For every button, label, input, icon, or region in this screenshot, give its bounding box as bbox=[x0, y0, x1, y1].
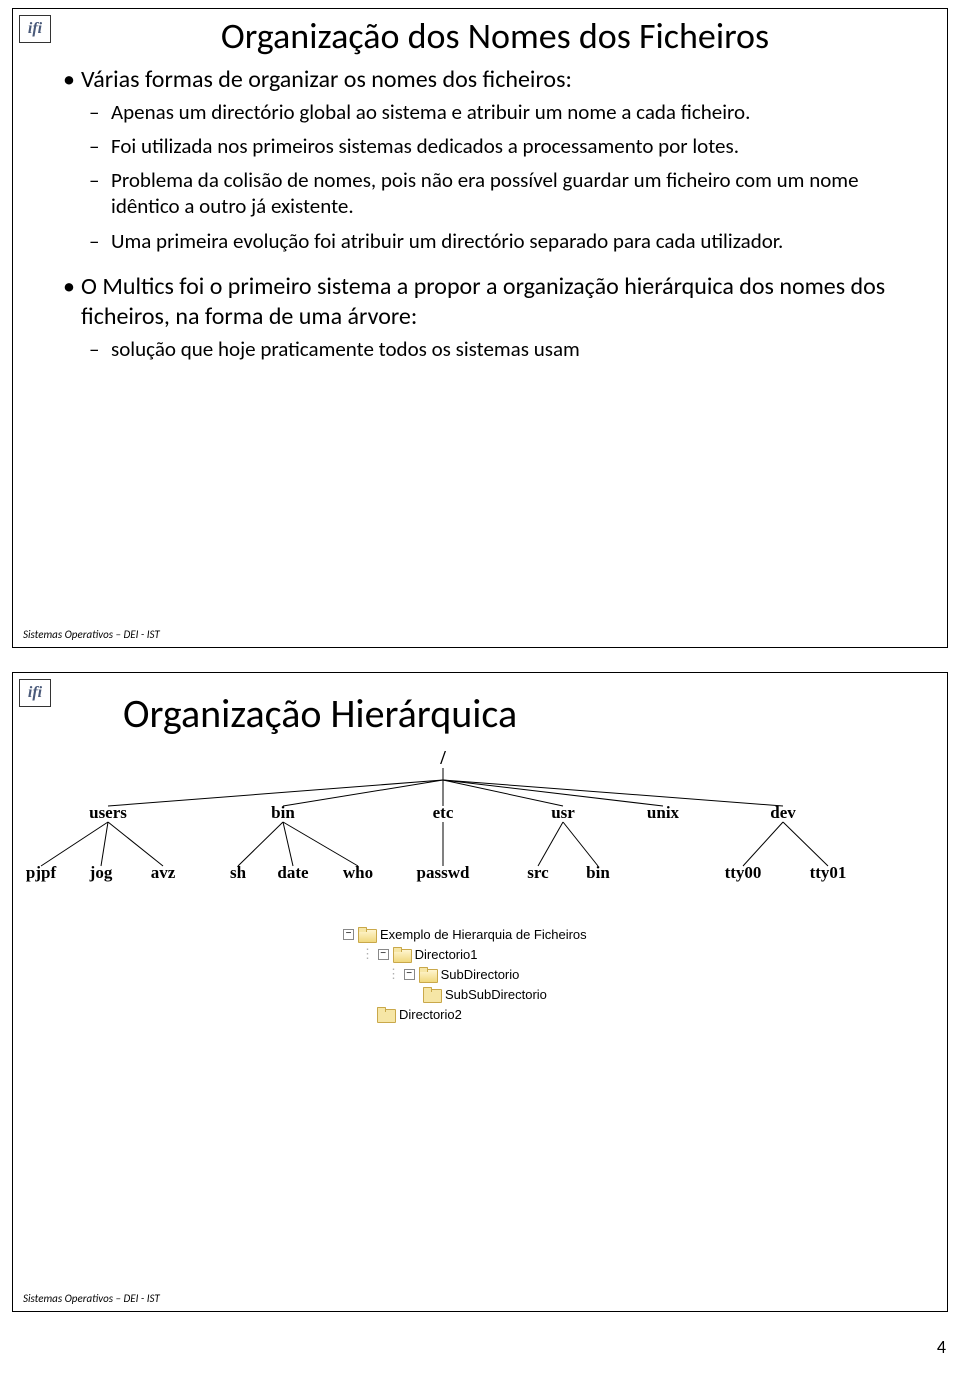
slide1-title: Organização dos Nomes dos Ficheiros bbox=[63, 17, 927, 57]
bullet-1-sub-2: Foi utilizada nos primeiros sistemas ded… bbox=[111, 133, 927, 159]
logo: ifi bbox=[19, 15, 51, 43]
slide2-title: Organização Hierárquica bbox=[123, 689, 927, 738]
explorer-row-1[interactable]: ⋮ − Directorio1 bbox=[343, 944, 927, 964]
svg-text:users: users bbox=[89, 803, 127, 822]
bullet-1-sub-4: Uma primeira evolução foi atribuir um di… bbox=[111, 228, 927, 254]
tree-line: ⋮ bbox=[387, 966, 404, 982]
slide1-footer: Sistemas Operativos – DEI - IST bbox=[23, 628, 160, 641]
explorer-label-2: SubDirectorio bbox=[441, 967, 520, 982]
logo: ifi bbox=[19, 679, 51, 707]
tree-line: ⋮ bbox=[361, 946, 378, 962]
slide1-bullets: Várias formas de organizar os nomes dos … bbox=[63, 65, 927, 363]
folder-open-icon bbox=[419, 967, 436, 981]
bullet-1-text: Várias formas de organizar os nomes dos … bbox=[81, 65, 572, 94]
explorer-label-root: Exemplo de Hierarquia de Ficheiros bbox=[380, 927, 587, 942]
folder-icon bbox=[377, 1007, 394, 1021]
svg-text:passwd: passwd bbox=[417, 863, 470, 882]
svg-text:date: date bbox=[277, 863, 309, 882]
svg-text:pjpf: pjpf bbox=[26, 863, 57, 882]
bullet-2-sub-1: solução que hoje praticamente todos os s… bbox=[111, 336, 927, 362]
bullet-1: Várias formas de organizar os nomes dos … bbox=[81, 65, 927, 254]
page-number: 4 bbox=[0, 1336, 960, 1364]
explorer-label-1: Directorio1 bbox=[415, 947, 478, 962]
explorer-label-3: SubSubDirectorio bbox=[445, 987, 547, 1002]
svg-text:etc: etc bbox=[433, 803, 454, 822]
svg-text:unix: unix bbox=[647, 803, 680, 822]
svg-text:dev: dev bbox=[770, 803, 796, 822]
minus-icon[interactable]: − bbox=[343, 929, 354, 940]
svg-text:usr: usr bbox=[551, 803, 575, 822]
explorer-row-4[interactable]: Directorio2 bbox=[343, 1004, 927, 1024]
folder-open-icon bbox=[358, 927, 375, 941]
path-tree: / users bin etc usr unix dev pjpf jog avz sh date wh… bbox=[23, 746, 927, 906]
slide2-footer: Sistemas Operativos – DEI - IST bbox=[23, 1292, 160, 1305]
folder-open-icon bbox=[393, 947, 410, 961]
svg-text:/: / bbox=[439, 747, 446, 769]
folder-icon bbox=[423, 987, 440, 1001]
explorer-row-2[interactable]: ⋮ − SubDirectorio bbox=[343, 964, 927, 984]
explorer-label-4: Directorio2 bbox=[399, 1007, 462, 1022]
svg-text:src: src bbox=[527, 863, 549, 882]
svg-text:avz: avz bbox=[151, 863, 176, 882]
svg-text:sh: sh bbox=[230, 863, 247, 882]
svg-text:jog: jog bbox=[89, 863, 113, 882]
explorer-row-3[interactable]: SubSubDirectorio bbox=[343, 984, 927, 1004]
svg-text:who: who bbox=[343, 863, 373, 882]
minus-icon[interactable]: − bbox=[378, 949, 389, 960]
explorer-tree: − Exemplo de Hierarquia de Ficheiros ⋮ −… bbox=[343, 924, 927, 1024]
bullet-2-text: O Multics foi o primeiro sistema a propo… bbox=[81, 272, 885, 331]
svg-text:tty01: tty01 bbox=[810, 863, 847, 882]
minus-icon[interactable]: − bbox=[404, 969, 415, 980]
bullet-1-sub-1: Apenas um directório global ao sistema e… bbox=[111, 99, 927, 125]
bullet-2: O Multics foi o primeiro sistema a propo… bbox=[81, 272, 927, 362]
slide-2: ifi Organização Hierárquica / users bin etc… bbox=[12, 672, 948, 1312]
bullet-1-sub-3: Problema da colisão de nomes, pois não e… bbox=[111, 167, 927, 220]
slide-1: ifi Organização dos Nomes dos Ficheiros … bbox=[12, 8, 948, 648]
svg-text:tty00: tty00 bbox=[725, 863, 762, 882]
svg-text:bin: bin bbox=[271, 803, 295, 822]
explorer-row-root[interactable]: − Exemplo de Hierarquia de Ficheiros bbox=[343, 924, 927, 944]
svg-text:bin: bin bbox=[586, 863, 610, 882]
